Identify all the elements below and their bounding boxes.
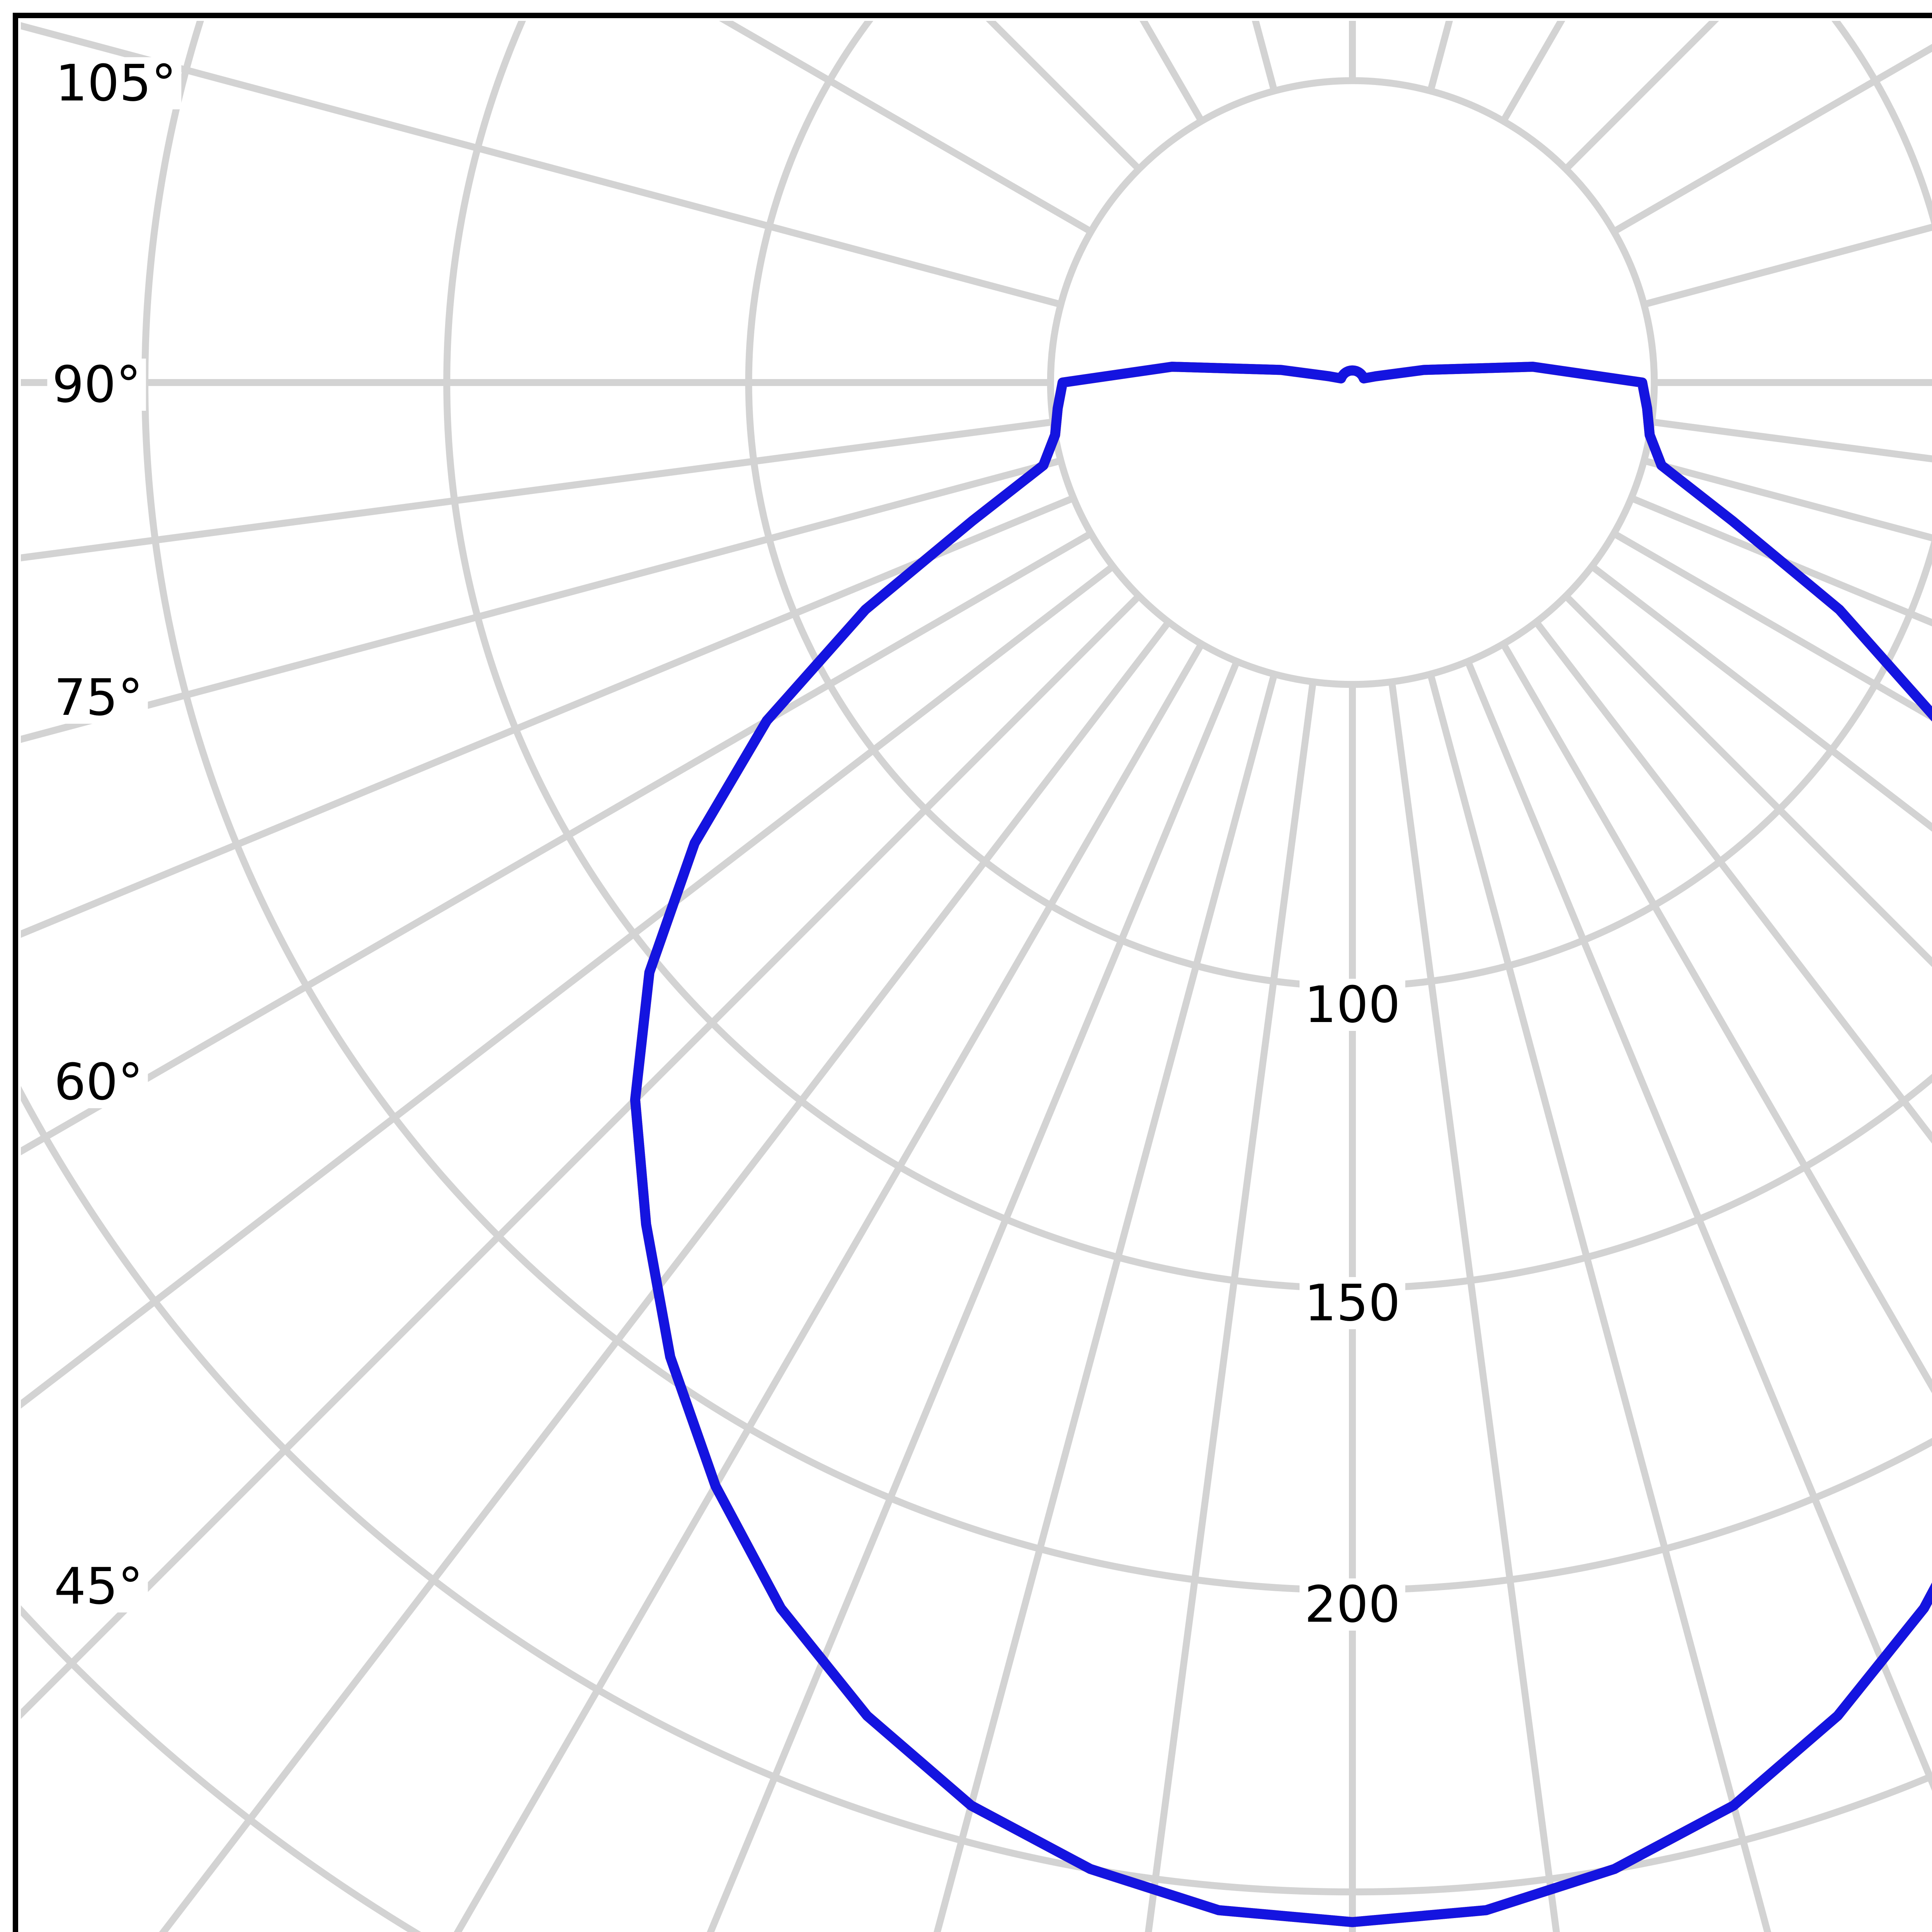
angle-label-left-75°: 75° (54, 668, 143, 727)
radial-label-150-mask (1299, 1277, 1405, 1329)
radial-label-200: 200 (1304, 1575, 1400, 1634)
radial-label-150: 150 (1304, 1274, 1400, 1332)
angle-label-left-105°: 105° (55, 54, 176, 112)
grid-spoke--105 (21, 22, 1062, 308)
grid-spoke-52.5 (1590, 563, 1932, 832)
grid-spoke--7.5 (1145, 681, 1316, 1932)
grid-spoke--52.5 (21, 563, 1115, 1409)
radial-label-100-mask (1299, 979, 1405, 1031)
angle-label-left-75°-mask (49, 672, 148, 724)
angle-label-left-90°-mask (47, 359, 146, 411)
radial-label-100: 100 (1304, 975, 1400, 1034)
grid-spoke-7.5 (1388, 681, 1560, 1932)
grid-spoke--22.5 (707, 660, 1240, 1932)
grid-spoke-37.5 (1533, 620, 1932, 1144)
angle-label-left-60°-mask (49, 1056, 148, 1108)
radial-label-200-mask (1299, 1578, 1405, 1631)
angle-label-left-45°: 45° (54, 1557, 143, 1616)
grid-spoke-120 (1612, 44, 1932, 235)
grid-spoke--30 (454, 642, 1205, 1932)
grid-spoke--37.5 (159, 620, 1172, 1932)
distribution-curves (630, 362, 1932, 1927)
tick-labels: 105°90°75°60°45°105°90°75°60°45°30°15°0°… (47, 54, 1405, 1634)
grid-spoke-30 (1500, 642, 1932, 1394)
grid-ring-150 (443, 21, 1932, 1292)
grid-spoke-45 (1563, 594, 1932, 967)
grid-spoke-150 (1500, 21, 1565, 123)
grid-spoke--120 (719, 21, 1093, 235)
grid-ring-50 (1047, 77, 1658, 688)
grid-spoke-22.5 (1464, 660, 1932, 1791)
grid-spoke-60 (1612, 530, 1932, 721)
grid-spoke--67.5 (21, 495, 1075, 938)
angle-label-left-45°-mask (49, 1560, 148, 1612)
angle-label-left-90°: 90° (52, 355, 141, 414)
grid-ring-250 (21, 1085, 1932, 1895)
grid-spoke--45 (21, 594, 1141, 1719)
grid-spoke--15 (934, 673, 1278, 1932)
grid-spoke--82.5 (21, 418, 1054, 561)
angle-label-left-60°: 60° (54, 1053, 143, 1111)
grid-spoke--150 (1139, 21, 1205, 123)
grid-spoke-15 (1427, 673, 1771, 1932)
c90-c270-curve (630, 362, 1932, 1927)
angle-label-left-105°-mask (50, 57, 182, 109)
grid-spoke--75 (21, 457, 1062, 743)
plot-frame (13, 13, 1932, 1932)
